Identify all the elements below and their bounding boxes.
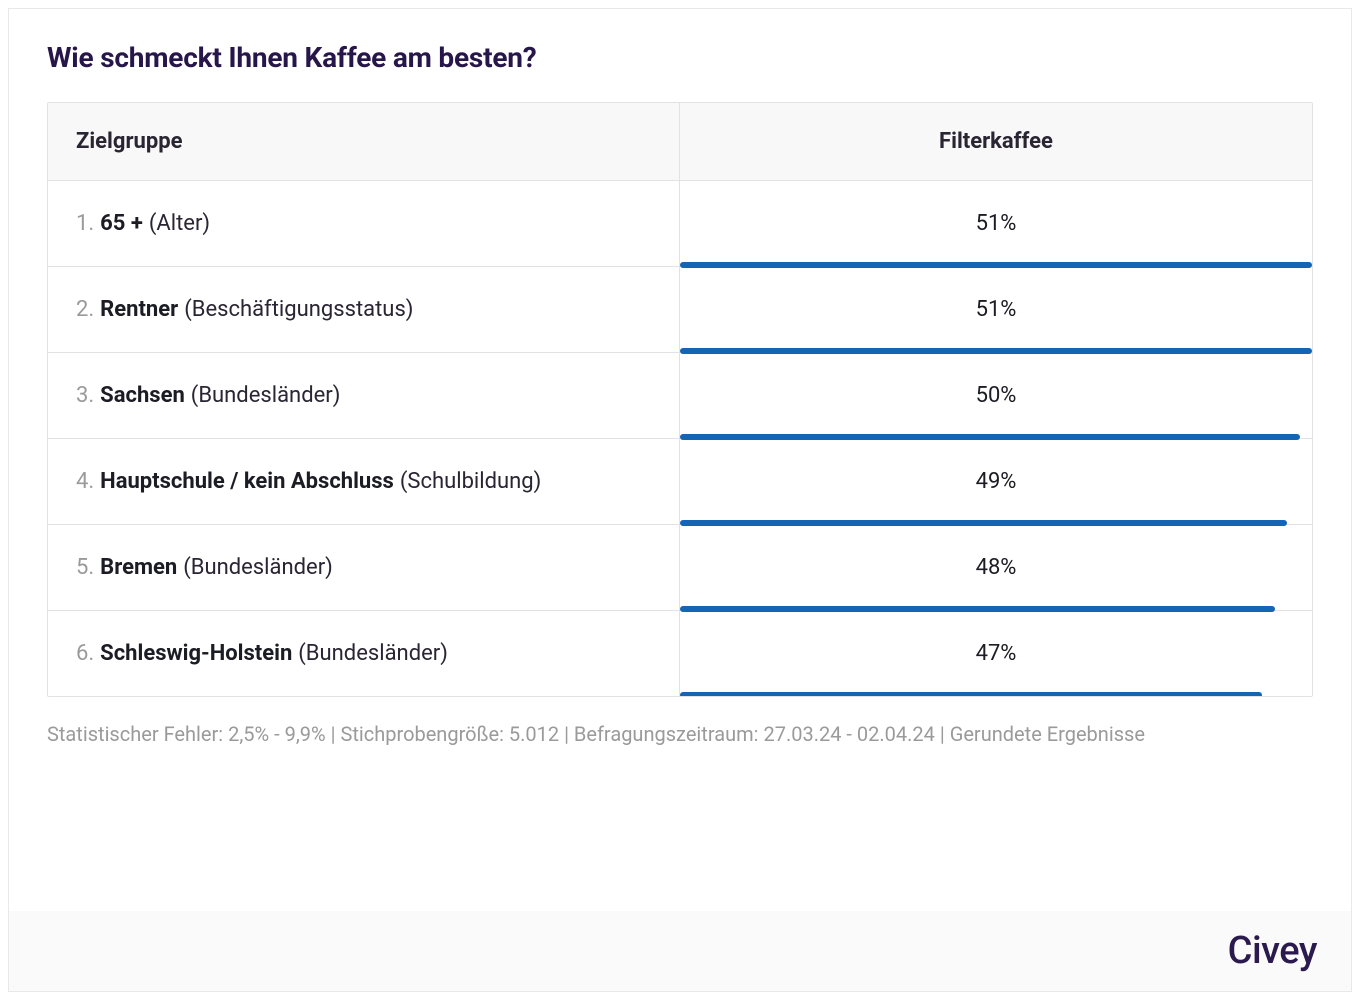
percentage-label: 49% [976,469,1017,494]
percentage-label: 50% [976,383,1017,408]
cell-value: 51% [680,267,1312,352]
percentage-label: 51% [976,211,1017,236]
column-header-zielgruppe: Zielgruppe [48,103,680,180]
group-sub-label: (Alter) [149,211,210,236]
table-header: Zielgruppe Filterkaffee [48,103,1312,181]
survey-title: Wie schmeckt Ihnen Kaffee am besten? [47,41,1313,74]
table-row: 5.Bremen (Bundesländer) 48% [48,525,1312,611]
table-row: 4.Hauptschule / kein Abschluss (Schulbil… [48,439,1312,525]
cell-value: 47% [680,611,1312,696]
table-row: 1.65 + (Alter) 51% [48,181,1312,267]
group-sub-label: (Beschäftigungsstatus) [184,297,413,322]
group-main-label: Rentner [100,297,178,322]
group-main-label: 65 + [100,211,143,236]
brand-logo: Civey [1228,929,1317,973]
group-main-label: Schleswig-Holstein [100,641,292,666]
group-main-label: Sachsen [100,383,185,408]
card-content: Wie schmeckt Ihnen Kaffee am besten? Zie… [9,9,1351,911]
table-row: 6.Schleswig-Holstein (Bundesländer) 47% [48,611,1312,696]
table-row: 2.Rentner (Beschäftigungsstatus) 51% [48,267,1312,353]
cell-value: 49% [680,439,1312,524]
table-row: 3.Sachsen (Bundesländer) 50% [48,353,1312,439]
group-sub-label: (Bundesländer) [298,641,448,666]
rank-number: 3. [76,383,94,408]
rank-number: 5. [76,555,94,580]
rank-number: 4. [76,469,94,494]
group-sub-label: (Schulbildung) [400,469,541,494]
percentage-label: 51% [976,297,1017,322]
cell-value: 51% [680,181,1312,266]
value-bar [680,692,1262,697]
group-main-label: Bremen [100,555,177,580]
cell-value: 48% [680,525,1312,610]
cell-zielgruppe: 5.Bremen (Bundesländer) [48,525,680,610]
footnote: Statistischer Fehler: 2,5% - 9,9% | Stic… [47,719,1313,749]
rank-number: 1. [76,211,94,236]
group-main-label: Hauptschule / kein Abschluss [100,469,394,494]
group-sub-label: (Bundesländer) [183,555,333,580]
table-body: 1.65 + (Alter)51%2.Rentner (Beschäftigun… [48,181,1312,696]
group-sub-label: (Bundesländer) [191,383,341,408]
rank-number: 2. [76,297,94,322]
brand-bar: Civey [9,911,1351,991]
survey-card: Wie schmeckt Ihnen Kaffee am besten? Zie… [8,8,1352,992]
results-table: Zielgruppe Filterkaffee 1.65 + (Alter) 51… [47,102,1313,697]
cell-value: 50% [680,353,1312,438]
column-header-filterkaffee: Filterkaffee [680,103,1312,180]
percentage-label: 47% [976,641,1017,666]
cell-zielgruppe: 4.Hauptschule / kein Abschluss (Schulbil… [48,439,680,524]
cell-zielgruppe: 1.65 + (Alter) [48,181,680,266]
cell-zielgruppe: 2.Rentner (Beschäftigungsstatus) [48,267,680,352]
rank-number: 6. [76,641,94,666]
cell-zielgruppe: 6.Schleswig-Holstein (Bundesländer) [48,611,680,696]
percentage-label: 48% [976,555,1017,580]
cell-zielgruppe: 3.Sachsen (Bundesländer) [48,353,680,438]
